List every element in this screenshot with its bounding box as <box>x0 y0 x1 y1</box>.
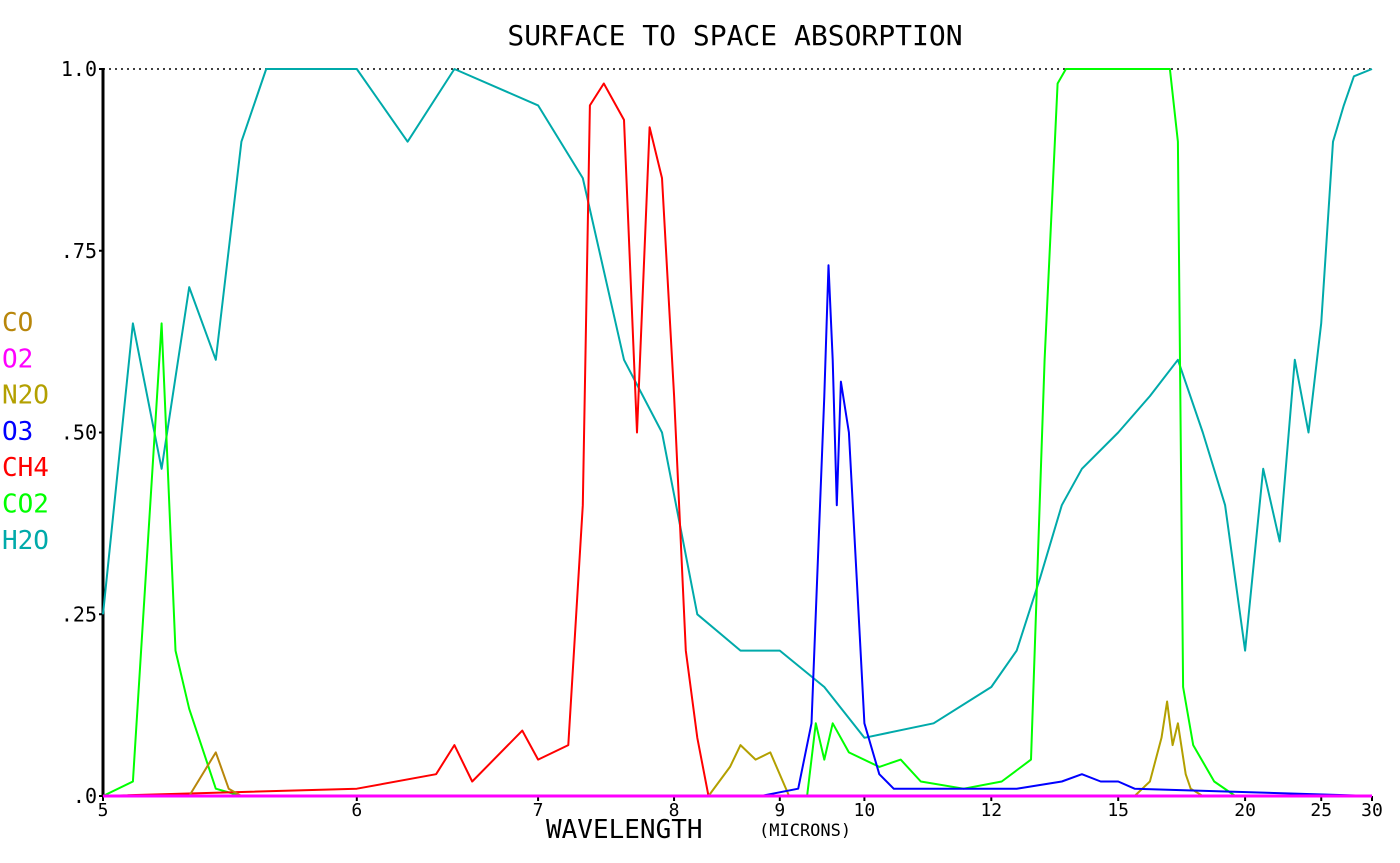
series-group <box>102 68 1373 798</box>
y-tick-label: .75 <box>61 239 97 263</box>
legend-item-o3: O3 <box>2 417 33 447</box>
x-axis-unit: (MICRONS) <box>759 821 851 841</box>
series-line-ch4 <box>102 82 1372 797</box>
x-tick-label: 9 <box>774 800 785 821</box>
x-tick-label: 15 <box>1107 800 1129 821</box>
x-tick-label: 10 <box>854 800 876 821</box>
x-tick-label: 12 <box>980 800 1002 821</box>
legend: CO O2 N2O O3 CH4 CO2 H2O <box>2 308 49 556</box>
y-tick-label: .0 <box>73 784 97 808</box>
series-line-co2 <box>102 68 1372 797</box>
x-tick-label: 6 <box>351 800 362 821</box>
x-tick-group: 5 6 7 8 9 10 12 15 20 25 30 <box>98 796 1383 821</box>
x-tick-label: 20 <box>1234 800 1256 821</box>
x-tick-label: 7 <box>533 800 544 821</box>
x-tick-label: 8 <box>669 800 680 821</box>
legend-item-h2o: H2O <box>2 526 49 556</box>
chart-title: SURFACE TO SPACE ABSORPTION <box>507 19 962 52</box>
x-axis-label: WAVELENGTH <box>546 815 703 845</box>
x-tick-label: 5 <box>98 800 109 821</box>
y-tick-group: .0 .25 .50 .75 1.0 <box>61 57 103 808</box>
series-line-o3 <box>103 264 1373 797</box>
series-line-h2o <box>102 68 1373 739</box>
y-tick-label: .25 <box>61 602 97 626</box>
legend-item-co: CO <box>2 308 33 338</box>
legend-item-o2: O2 <box>2 344 33 374</box>
legend-item-n2o: N2O <box>2 381 49 411</box>
legend-item-co2: CO2 <box>2 490 49 520</box>
x-tick-label: 30 <box>1361 800 1383 821</box>
x-tick-label: 25 <box>1310 800 1332 821</box>
legend-item-ch4: CH4 <box>2 453 49 483</box>
y-tick-label: .50 <box>61 421 97 445</box>
series-line-n2o <box>103 700 1372 797</box>
y-tick-label: 1.0 <box>61 57 97 81</box>
